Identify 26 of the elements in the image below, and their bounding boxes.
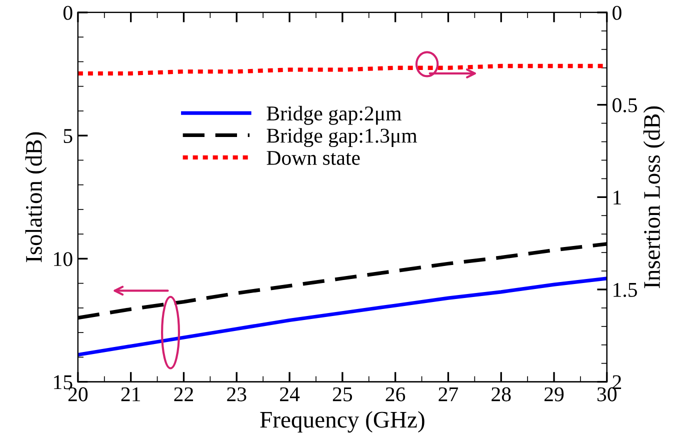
legend-label: Bridge gap:1.3μm: [266, 128, 418, 148]
x-tick-label: 25: [332, 387, 352, 402]
x-tick-label: 22: [174, 387, 194, 402]
y2-tick-label: 1: [614, 190, 621, 204]
y2-tick-label: 2: [612, 375, 622, 390]
y2-tick-label: 0.5: [612, 98, 637, 112]
y-tick-label: 0: [63, 6, 72, 20]
x-tick-label: 21: [121, 387, 140, 402]
x-tick-label: 28: [492, 387, 511, 402]
y-axis-title: Isolation (dB): [25, 132, 47, 262]
y-tick-label: 10: [54, 252, 72, 266]
x-tick-label: 27: [438, 387, 458, 402]
y-tick-label: 5: [64, 129, 72, 144]
y2-axis-title: Insertion Loss (dB): [643, 106, 665, 288]
legend-label: Down state: [266, 151, 360, 165]
legend-label: Bridge gap:2μm: [266, 106, 402, 125]
y2-tick-label: 0: [612, 6, 622, 20]
y2-tick-label: 1.5: [614, 282, 637, 297]
x-tick-label: 24: [280, 387, 300, 402]
x-axis-title: Frequency (GHz): [260, 411, 424, 433]
x-tick-label: 23: [227, 387, 246, 402]
x-tick-label: 30: [597, 387, 617, 402]
x-tick-label: 29: [544, 387, 564, 402]
y-tick-label: 15: [54, 375, 72, 390]
x-tick-label: 20: [68, 387, 88, 402]
x-tick-label: 26: [386, 387, 406, 402]
